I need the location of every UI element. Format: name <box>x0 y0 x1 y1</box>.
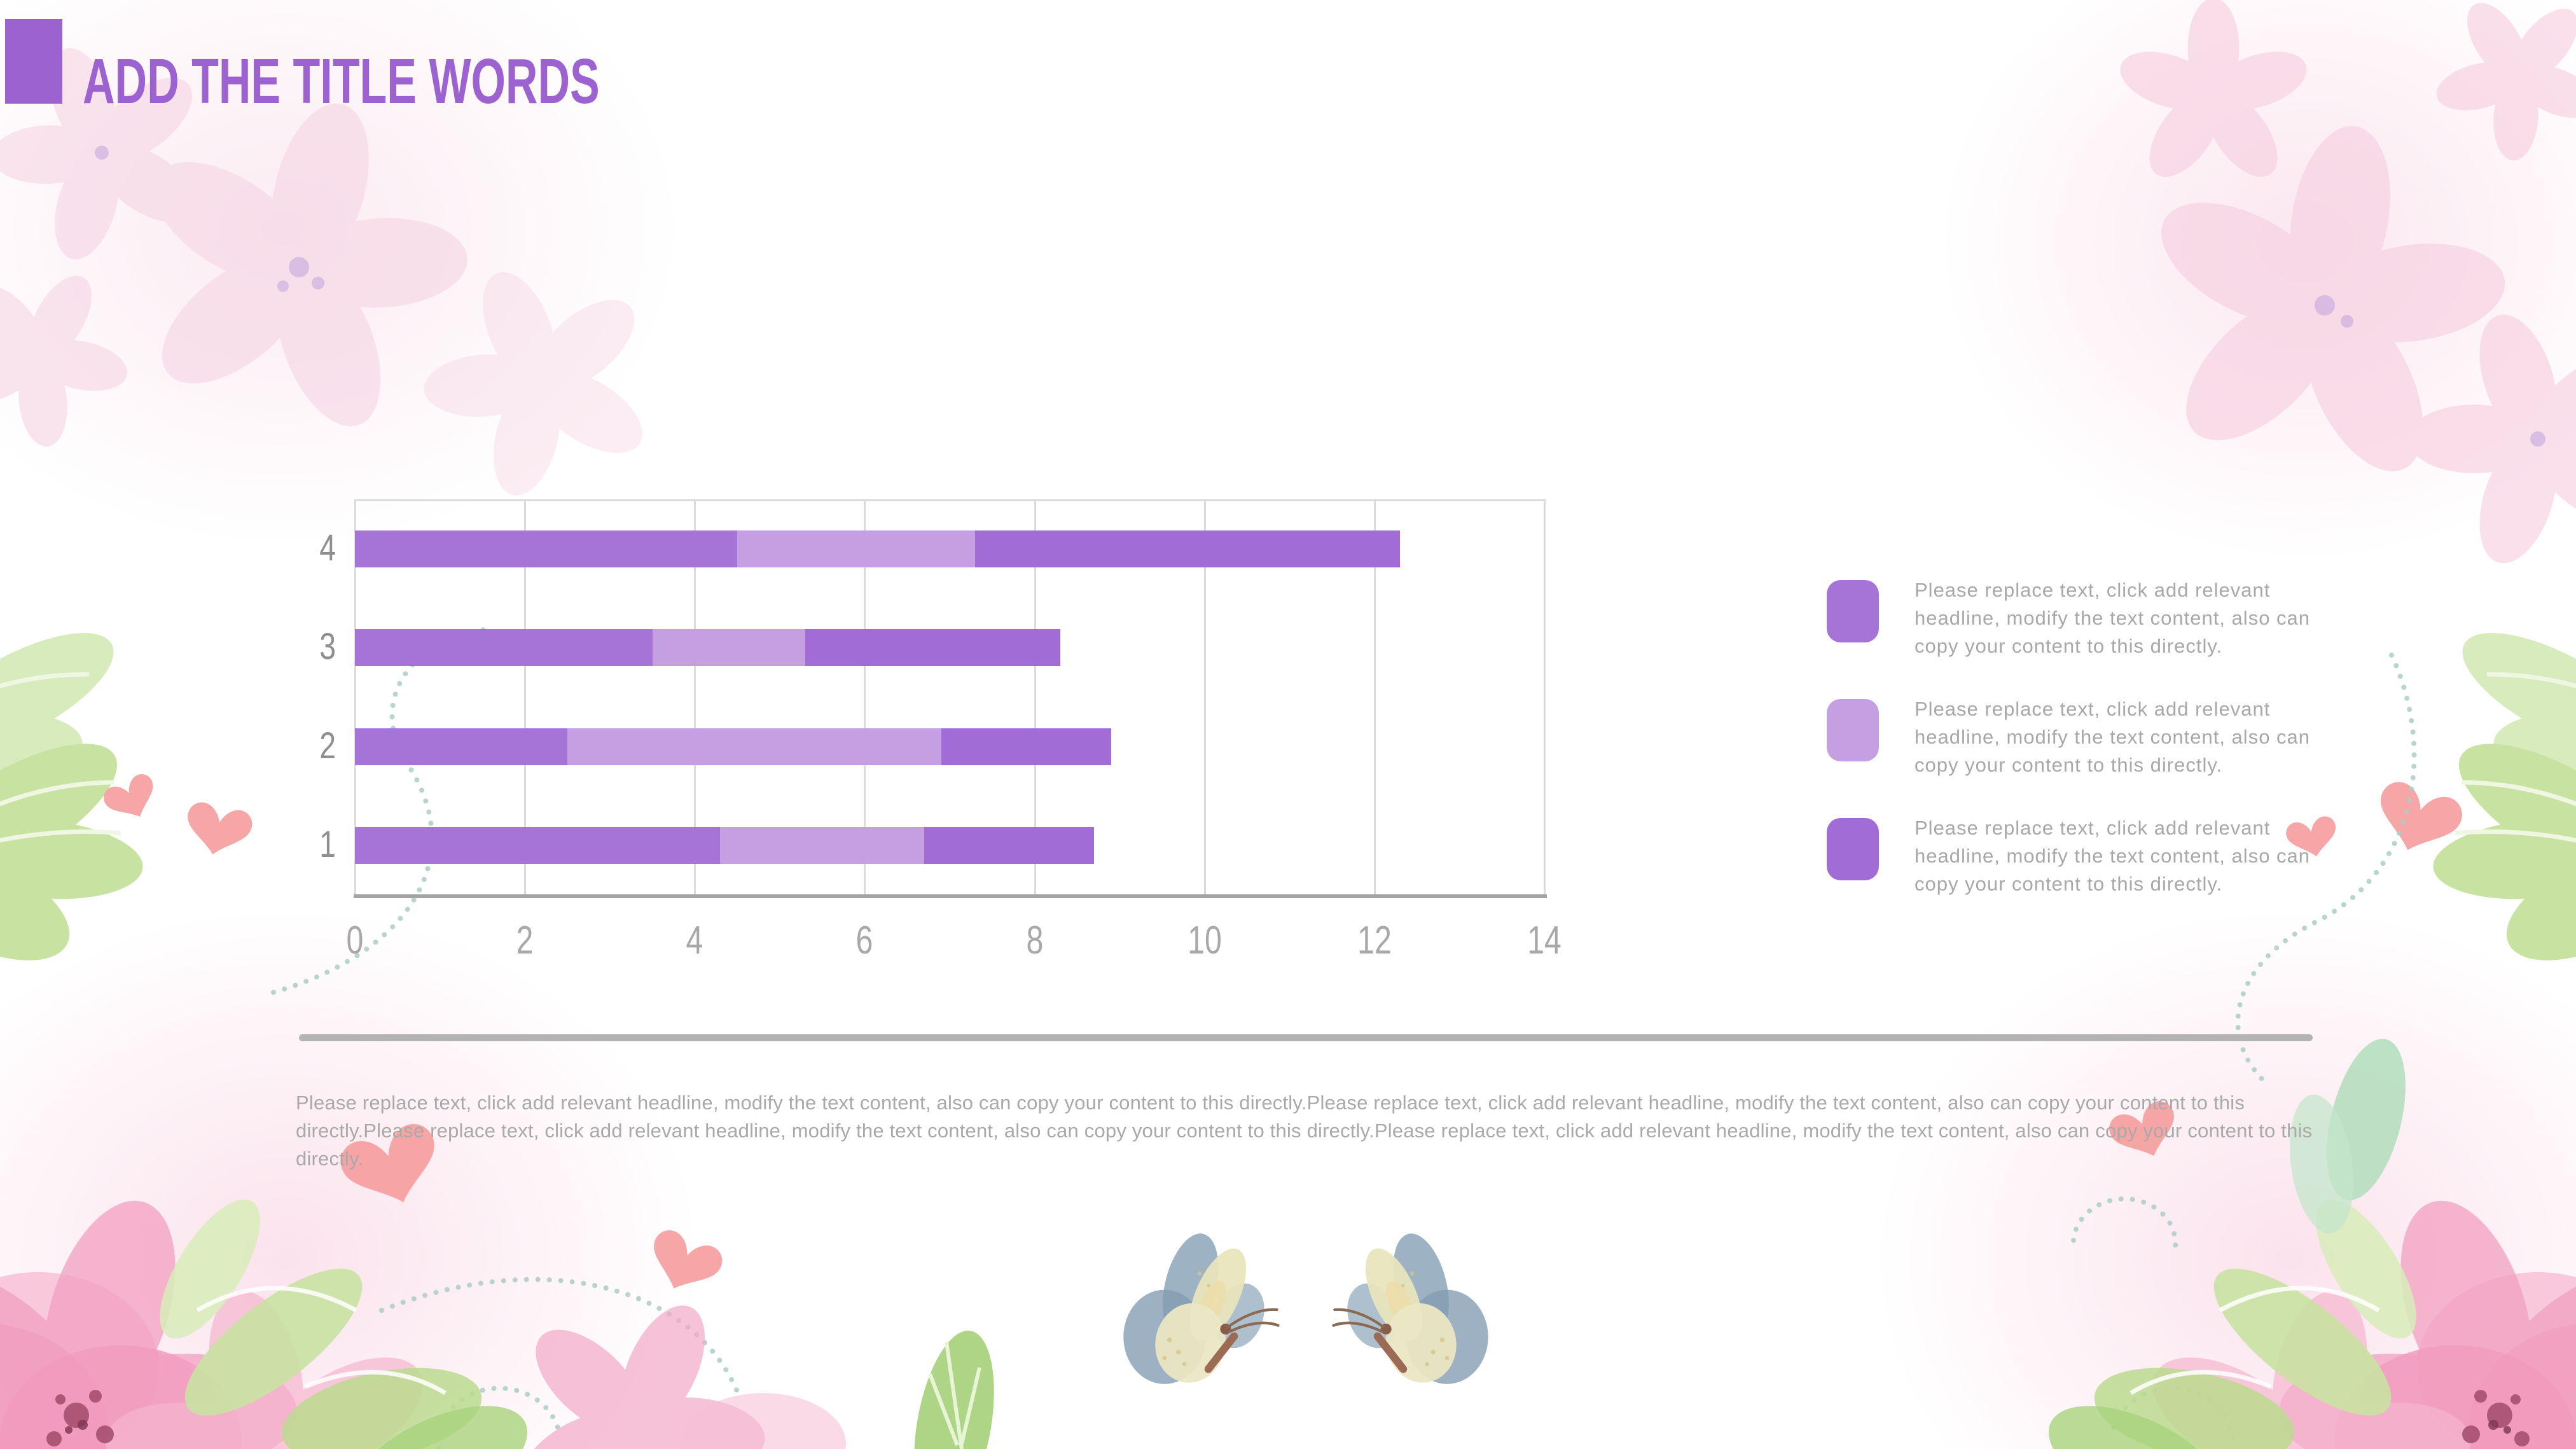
x-tick-label: 0 <box>346 919 364 962</box>
bar-segment-series3 <box>924 826 1095 864</box>
body-paragraph: Please replace text, click add relevant … <box>296 1092 2313 1170</box>
legend-text-2: Please replace text, click add relevant … <box>1915 698 2311 776</box>
x-tick-label: 6 <box>855 919 873 962</box>
gridline <box>354 499 356 894</box>
legend-item-3: Please replace text, click add relevant … <box>1827 817 2337 898</box>
legend-item-2: Please replace text, click add relevant … <box>1827 698 2337 779</box>
x-axis-line <box>354 894 1547 898</box>
legend-text-1: Please replace text, click add relevant … <box>1915 579 2311 657</box>
leaf-decoration-left <box>0 633 143 960</box>
x-tick-label: 12 <box>1357 919 1392 962</box>
category-label: 4 <box>319 527 336 569</box>
gridline <box>1544 499 1546 894</box>
category-label: 3 <box>319 626 336 668</box>
gridline <box>1203 499 1206 894</box>
bar-segment-series2 <box>720 826 924 864</box>
bar-segment-series2 <box>652 629 805 667</box>
gridline <box>694 499 696 894</box>
legend-text-3: Please replace text, click add relevant … <box>1915 817 2311 895</box>
bar-segment-series2 <box>737 530 976 567</box>
gridline <box>1034 499 1036 894</box>
x-tick-label: 2 <box>516 919 534 962</box>
bar-segment-series1 <box>355 629 653 667</box>
category-label: 1 <box>319 823 336 865</box>
gridline <box>864 499 866 894</box>
legend-item-1: Please replace text, click add relevant … <box>1827 579 2337 660</box>
divider-line <box>299 1034 2313 1041</box>
gridline <box>1373 499 1376 894</box>
bar-segment-series3 <box>975 530 1400 567</box>
gridline <box>524 499 527 894</box>
category-label: 2 <box>319 724 336 766</box>
bar-segment-series1 <box>355 530 738 567</box>
leaf-decoration-bottom-center <box>461 1251 994 1449</box>
bar-segment-series3 <box>805 629 1060 667</box>
legend-swatch-2 <box>1827 699 1879 761</box>
plot-top-border <box>355 499 1544 501</box>
bar-segment-series1 <box>355 728 567 765</box>
leaf-decoration-right <box>2290 1039 2406 1234</box>
x-tick-label: 14 <box>1527 919 1562 962</box>
legend-swatch-3 <box>1827 818 1879 880</box>
flower-cluster-bottom-left <box>0 1132 528 1449</box>
bar-segment-series2 <box>567 728 941 765</box>
bar-segment-series1 <box>355 826 721 864</box>
bar-segment-series3 <box>941 728 1111 765</box>
x-tick-label: 4 <box>686 919 703 962</box>
x-tick-label: 10 <box>1187 919 1222 962</box>
legend-swatch-1 <box>1827 580 1879 642</box>
x-tick-label: 8 <box>1026 919 1044 962</box>
chart-legend: Please replace text, click add relevant … <box>1827 579 2337 898</box>
